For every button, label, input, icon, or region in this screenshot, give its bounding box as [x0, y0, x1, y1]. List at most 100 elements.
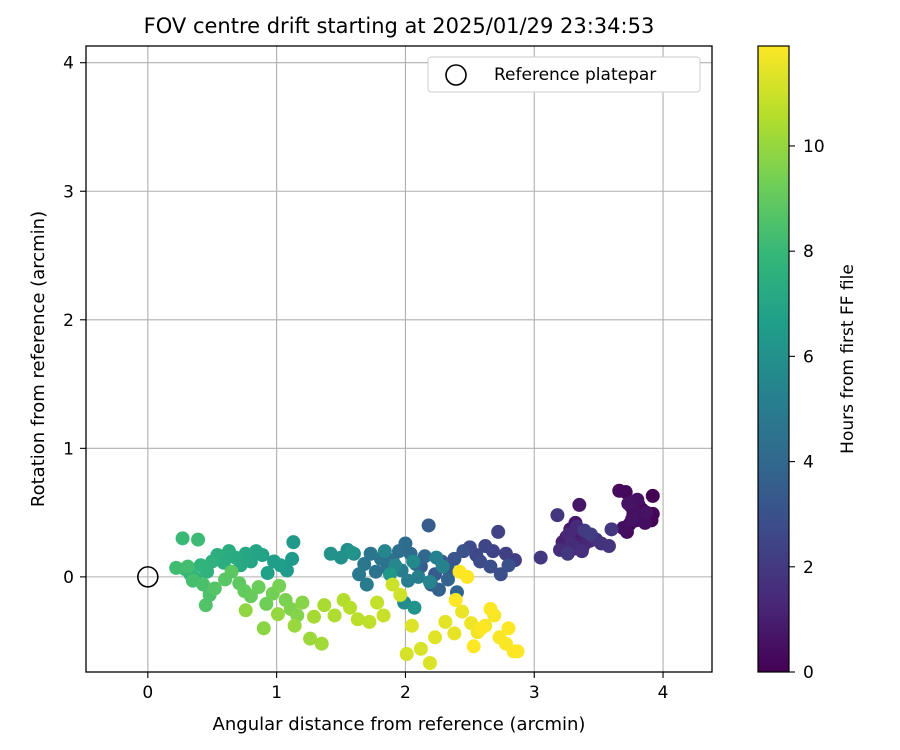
data-point: [286, 535, 301, 550]
data-point: [422, 575, 437, 590]
data-point: [491, 524, 506, 539]
data-point: [221, 544, 236, 559]
data-point: [270, 607, 285, 622]
data-point: [193, 558, 208, 573]
data-point: [413, 641, 428, 656]
data-point: [406, 554, 421, 569]
data-point: [303, 631, 318, 646]
data-point: [399, 647, 414, 662]
data-point: [474, 621, 489, 636]
data-point: [377, 544, 392, 559]
data-point: [428, 630, 443, 645]
data-point: [224, 564, 239, 579]
grid-lines: [86, 46, 712, 672]
data-point: [272, 578, 287, 593]
colorbar-tick-label: 10: [803, 137, 825, 157]
data-point: [601, 539, 616, 554]
colorbar-tick-label: 8: [803, 242, 814, 262]
data-point: [169, 560, 184, 575]
data-point: [259, 596, 274, 611]
x-tick-label: 4: [658, 683, 669, 703]
data-point: [483, 602, 498, 617]
colorbar: 0 2 4 6 8 10 Hours from first FF file: [757, 45, 858, 683]
y-tick-label: 3: [63, 182, 74, 202]
data-points: [169, 483, 660, 671]
data-point: [533, 550, 548, 565]
data-point: [498, 546, 513, 561]
data-point: [385, 577, 400, 592]
data-point: [370, 595, 385, 610]
y-tick-label: 0: [63, 568, 74, 588]
data-point: [350, 612, 365, 627]
data-point: [447, 626, 462, 641]
data-point: [501, 558, 516, 573]
data-point: [314, 636, 329, 651]
data-point: [287, 618, 302, 633]
y-axis-label: Rotation from reference (arcmin): [28, 211, 49, 507]
data-point: [175, 531, 190, 546]
data-point: [180, 559, 195, 574]
colorbar-gradient: [758, 46, 789, 672]
x-tick-label: 1: [271, 683, 282, 703]
data-point: [612, 483, 627, 498]
data-point: [616, 521, 631, 536]
y-tick-label: 2: [63, 311, 74, 331]
data-point: [460, 569, 475, 584]
legend-label: Reference platepar: [494, 65, 656, 85]
data-point: [191, 532, 206, 547]
data-point: [604, 522, 619, 537]
colorbar-frame: [757, 45, 790, 673]
data-point: [440, 572, 455, 587]
data-point: [260, 566, 275, 581]
data-point: [295, 595, 310, 610]
data-point: [376, 608, 391, 623]
data-point: [448, 593, 463, 608]
colorbar-ticks: 0 2 4 6 8 10: [789, 137, 825, 683]
data-point: [447, 551, 462, 566]
data-point: [645, 488, 660, 503]
data-point: [362, 614, 377, 629]
x-axis-ticks: 0 1 2 3 4: [142, 672, 668, 703]
colorbar-tick-label: 6: [803, 347, 814, 367]
data-point: [550, 508, 565, 523]
plot-frame: [85, 45, 713, 673]
data-point: [501, 621, 516, 636]
colorbar-tick-label: 4: [803, 453, 814, 473]
data-point: [323, 546, 338, 561]
data-point: [572, 497, 587, 512]
data-point: [483, 559, 498, 574]
data-point: [422, 656, 437, 671]
legend-box: [427, 56, 701, 93]
colorbar-label: Hours from first FF file: [838, 264, 858, 454]
data-point: [368, 564, 383, 579]
data-point: [621, 496, 636, 511]
data-point: [251, 580, 266, 595]
data-point: [344, 545, 359, 560]
x-tick-label: 2: [400, 683, 411, 703]
colorbar-tick-label: 0: [803, 663, 814, 683]
data-point: [207, 581, 222, 596]
legend-marker-icon: [445, 64, 467, 86]
y-tick-label: 4: [63, 54, 74, 74]
x-axis-label: Angular distance from reference (arcmin): [213, 714, 586, 735]
y-tick-label: 1: [63, 439, 74, 459]
data-point: [359, 577, 374, 592]
data-point: [317, 598, 332, 613]
data-point: [411, 569, 426, 584]
data-point: [438, 614, 453, 629]
reference-marker: [137, 566, 159, 588]
data-point: [435, 559, 450, 574]
data-point: [583, 527, 598, 542]
y-axis-ticks: 0 1 2 3 4: [63, 54, 86, 588]
data-point: [407, 600, 422, 615]
data-point: [198, 598, 213, 613]
data-point: [306, 609, 321, 624]
data-point: [510, 644, 525, 659]
data-point: [196, 577, 211, 592]
data-point: [421, 518, 436, 533]
data-point: [639, 505, 654, 520]
data-point: [363, 546, 378, 561]
data-point: [343, 600, 358, 615]
legend: Reference platepar: [427, 56, 701, 93]
